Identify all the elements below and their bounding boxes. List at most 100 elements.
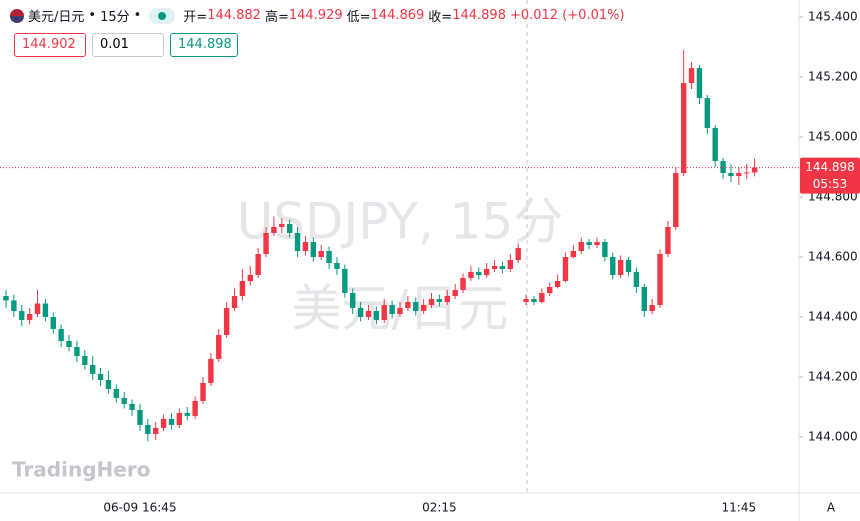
y-tick-label: 144.200 [808, 369, 858, 383]
candle-body [539, 292, 545, 302]
x-tick-label: 06-09 16:45 [103, 501, 176, 515]
candle-body [625, 259, 632, 272]
candle-body [491, 265, 498, 269]
candle-body [373, 310, 380, 320]
candle-body [381, 304, 387, 320]
candle-body [617, 259, 624, 275]
candle-body [483, 268, 490, 275]
scale-button-bg[interactable] [820, 498, 842, 518]
candle-body [310, 242, 317, 257]
candle-body [153, 427, 159, 434]
legend: 美元/日元 • 15分 • 开= 144.882 高= 144.929 低= 144.… [10, 6, 625, 25]
candle-body [712, 128, 718, 162]
candle-body [460, 277, 466, 290]
price-label: 144.898 [805, 160, 855, 174]
close-label: 收= [428, 10, 453, 25]
candle-body [531, 298, 537, 302]
y-tick-label: 145.200 [808, 70, 858, 84]
candle-body [66, 340, 72, 347]
interval[interactable]: 15分 [100, 10, 130, 25]
candle-body [744, 172, 750, 174]
candle-body [3, 295, 9, 301]
candle-body [192, 400, 198, 416]
open-value: 144.882 [207, 8, 261, 23]
close-value: 144.898 [452, 8, 506, 23]
candle-body [326, 250, 332, 263]
candle-body [357, 307, 364, 317]
candle-body [121, 397, 127, 404]
candle-body [184, 412, 190, 416]
candle-body [113, 388, 120, 398]
candle-body [168, 418, 175, 425]
scale-button[interactable]: A [827, 501, 836, 515]
candle-body [570, 250, 577, 257]
candle-body [239, 280, 246, 296]
candle-body [397, 307, 403, 314]
high-label: 高= [264, 10, 289, 25]
candle-body [452, 289, 458, 296]
candle-body [468, 271, 474, 278]
separator: • [88, 8, 97, 23]
buy-price[interactable]: 144.898 [170, 33, 238, 57]
candle-body [704, 98, 711, 129]
high-value: 144.929 [288, 8, 343, 23]
candle-body [286, 224, 293, 234]
quantity[interactable]: 0.01 [92, 33, 164, 57]
candle-body [11, 300, 17, 311]
candle-body [523, 298, 529, 302]
y-tick-label: 145.400 [808, 10, 858, 24]
candle-body [673, 173, 679, 228]
candle-body [665, 227, 671, 254]
candle-body [89, 364, 96, 374]
candle-body [696, 68, 703, 99]
candle-body [594, 242, 600, 246]
candle-body [554, 280, 561, 287]
candle-body [302, 242, 309, 251]
candle-body [610, 256, 616, 275]
candle-body [476, 271, 482, 275]
candle-body [223, 307, 230, 335]
flag-icon [10, 8, 24, 23]
candle-body [208, 358, 214, 383]
candle-body [129, 403, 135, 410]
candle-body [586, 242, 592, 246]
candle-body [137, 409, 143, 425]
low-value: 144.869 [370, 8, 425, 23]
candle-body [231, 295, 238, 308]
candle-body [342, 268, 348, 293]
candle-body [413, 301, 419, 311]
y-tick-label: 144.600 [808, 249, 858, 263]
logo: TradingHero [12, 458, 150, 482]
candle-body [507, 259, 514, 269]
candle-body [389, 304, 395, 314]
candle-body [334, 262, 340, 269]
candle-body [74, 346, 80, 356]
x-tick-label: 02:15 [422, 501, 457, 515]
candle-body [515, 247, 521, 260]
candle-body [350, 292, 356, 308]
candle-body [160, 418, 167, 428]
candle-body [34, 303, 41, 314]
candle-body [578, 242, 584, 251]
candle-body [641, 286, 647, 311]
candle-body [562, 256, 569, 281]
sell-price[interactable]: 144.902 [14, 33, 86, 57]
y-tick-label: 145.000 [808, 130, 858, 144]
symbol[interactable]: 美元/日元 [28, 10, 85, 25]
candle-body [42, 303, 49, 317]
candle-body [680, 83, 687, 174]
status-icon [149, 7, 176, 24]
candle-body [420, 304, 427, 311]
candle-body [82, 355, 88, 365]
candle-body [105, 379, 112, 389]
separator: • [133, 8, 142, 23]
candle-body [176, 412, 183, 425]
candle-body [365, 310, 372, 317]
candle-body [279, 224, 285, 228]
candle-body [145, 424, 151, 434]
order-inputs: 144.902 0.01 144.898 [14, 33, 238, 57]
watermark: USDJPY, 15分 [237, 193, 564, 251]
price-label-bg [800, 157, 860, 194]
